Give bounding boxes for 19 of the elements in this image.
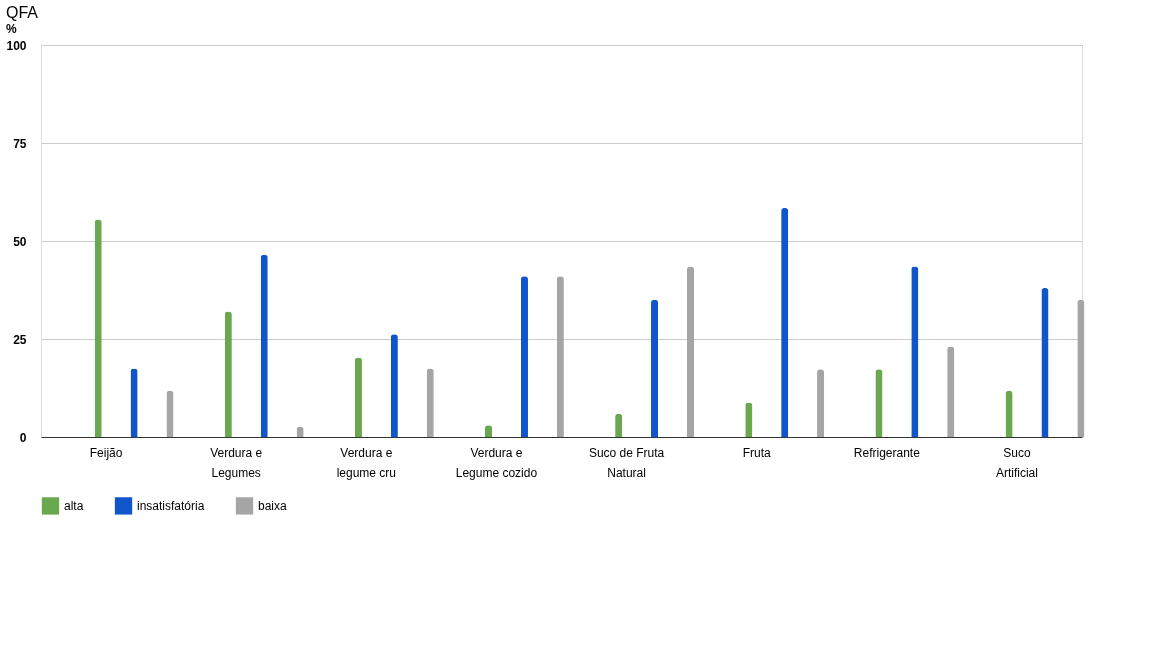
y-tick-label: 100 — [6, 38, 27, 53]
x-tick-label: Suco de Fruta Natural — [588, 445, 665, 480]
bar — [686, 266, 695, 437]
x-tick-label: Refrigerante — [853, 445, 921, 460]
chart-title: QFA — [5, 4, 39, 21]
x-tick-label: Fruta — [742, 445, 772, 460]
legend-label: alta — [64, 498, 84, 513]
y-tick-label: 50 — [13, 234, 27, 249]
x-tick-label: Feijão — [89, 445, 123, 460]
y-tick-label: 25 — [13, 332, 27, 347]
x-tick-label: Verdura e Legumes — [210, 445, 263, 480]
y-tick-label: 75 — [13, 136, 27, 151]
legend-label: insatisfatória — [137, 498, 205, 513]
y-axis-title: % — [5, 22, 17, 36]
legend-label: baixa — [258, 498, 288, 513]
x-tick-label: Verdura e Legume cozido — [455, 445, 538, 480]
x-tick-label: Verdura e legume cru — [336, 445, 396, 480]
x-tick-label: Suco Artificial — [995, 445, 1038, 480]
y-tick-label: 0 — [19, 430, 27, 445]
